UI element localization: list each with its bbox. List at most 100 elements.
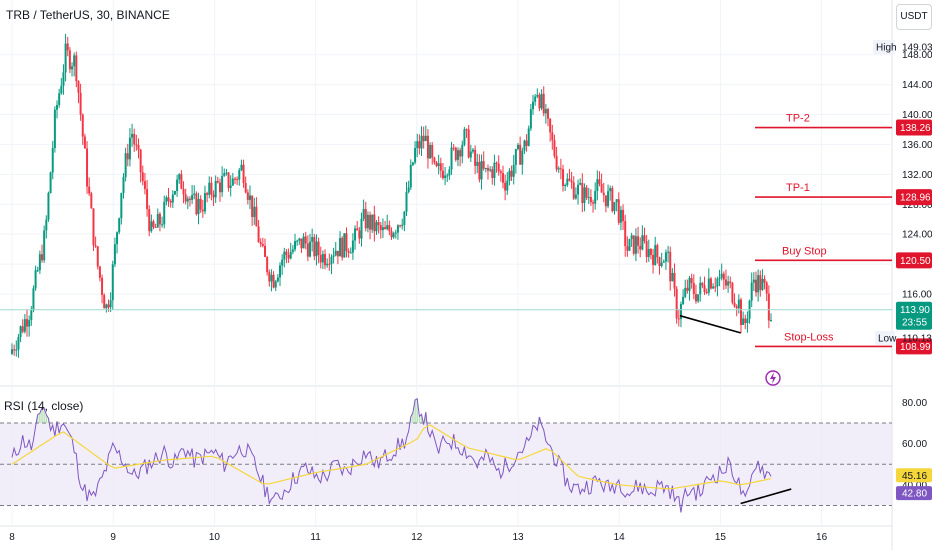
candle-body [643,235,646,242]
candle-body [360,218,363,239]
price-tick-label: 116.00 [902,290,932,301]
candle-body [549,118,552,133]
candle-body [261,243,264,246]
rsi-value: 42.80 [902,489,927,500]
candle-body [231,178,234,186]
candle-body [169,200,172,203]
candle-body [366,214,369,229]
candle-body [551,132,554,141]
rsi-indicator-title[interactable]: RSI (14, close) [4,399,84,413]
candle-body [47,192,50,220]
candle-body [148,209,151,232]
candle-body [714,286,717,288]
candle-body [88,186,91,194]
candle-body [309,241,312,257]
candle-body [418,141,421,149]
candle-body [137,145,140,150]
level-price-text: 120.50 [900,256,931,267]
time-tick-label: 10 [209,532,221,543]
candle-body [274,281,277,288]
candle-body [634,236,637,254]
candle-body [238,170,241,180]
candle-body [611,188,614,212]
candle-body [405,191,408,212]
candle-body [233,178,236,180]
candle-body [600,183,603,193]
candle-body [422,135,425,142]
candle-body [770,320,772,322]
candle-body [519,144,522,165]
candle-body [173,191,176,195]
candle-body [208,182,211,195]
candle-body [201,209,204,212]
level-price-text: 108.99 [900,342,931,353]
candle-body [579,182,582,185]
candle-body [384,227,387,230]
candle-body [688,277,691,291]
candle-body [246,192,249,200]
candle-body [592,202,595,204]
candle-body [411,162,414,165]
candle-body [510,170,513,177]
current-price-badge [896,301,932,330]
candle-body [109,300,112,308]
support-trendline[interactable] [679,314,741,334]
candle-body [690,277,693,284]
price-tick-label: 128.00 [902,200,932,211]
candle-body [107,304,110,308]
candle-body [298,238,301,241]
candle-body [499,171,502,174]
candle-body [521,150,524,165]
candle-body [49,172,52,193]
candle-body [319,254,322,263]
candle-body [150,221,153,232]
candle-body [311,237,314,242]
candle-body [407,187,410,192]
candle-body [757,275,760,293]
candle-body [218,182,221,193]
candle-body [83,136,86,149]
candle-body [354,228,357,241]
currency-button[interactable]: USDT [896,4,932,30]
rsi-trendline[interactable] [740,488,792,505]
candle-body [268,272,271,282]
candle-body [28,320,31,327]
candle-body [163,201,166,225]
candle-body [639,245,642,250]
candle-body [557,168,560,170]
time-tick-label: 14 [614,532,626,543]
candle-body [724,279,727,286]
rsi-tick-label: 60.00 [902,439,927,450]
candle-body [71,66,74,70]
candle-body [272,274,275,288]
price-tick-label: 124.00 [902,230,932,241]
candle-body [506,180,509,191]
candle-body [727,281,730,286]
candle-body [609,188,612,192]
candle-body [544,109,547,114]
candle-body [139,149,142,173]
candle-body [287,254,290,259]
candle-body [401,224,404,227]
candle-body [647,248,650,258]
candle-body [572,182,575,199]
level-label: TP-1 [786,182,810,194]
candle-body [658,257,661,267]
candle-body [255,206,258,227]
candle-body [330,256,333,265]
chart-title: TRB / TetherUS, 30, BINANCE [6,8,170,22]
candle-body [598,179,601,184]
rsi-line[interactable] [11,398,772,513]
candle-body [294,241,297,250]
candle-body [146,189,149,210]
candle-body [349,252,352,254]
candle-body [637,236,640,246]
time-tick-label: 11 [310,532,321,543]
candle-body [450,147,453,170]
level-price-badge [896,189,932,206]
candle-body [737,299,740,309]
candle-body [270,274,273,282]
candle-body [619,209,622,223]
price-tick-label: 140.00 [902,110,932,121]
